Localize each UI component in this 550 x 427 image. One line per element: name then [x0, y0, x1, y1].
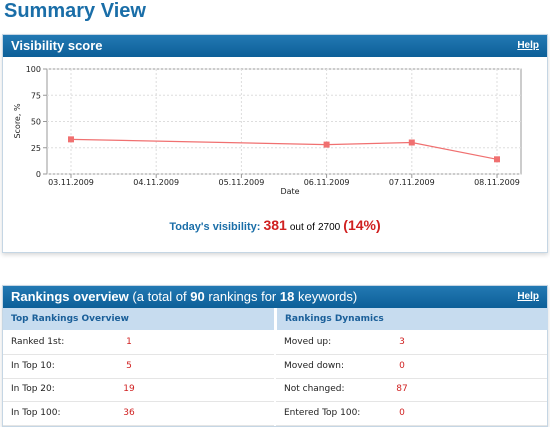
data-point	[408, 139, 415, 146]
table-row: In Top 10: 5	[3, 355, 274, 379]
y-tick-label: 100	[26, 65, 41, 74]
help-link[interactable]: Help	[517, 291, 539, 302]
page-title: Summary View	[4, 0, 146, 22]
row-value: 0	[399, 407, 405, 418]
table-row: In Top 20: 19	[3, 378, 274, 402]
data-point	[68, 136, 74, 143]
x-tick-label: 03.11.2009	[48, 178, 94, 187]
data-point	[494, 156, 500, 163]
x-tick-label: 06.11.2009	[304, 178, 350, 187]
out-of: out of	[289, 222, 315, 233]
summary-mid: rankings for	[208, 289, 277, 304]
today-label: Today's visibility:	[169, 221, 261, 233]
x-axis-label: Date	[280, 187, 299, 196]
help-link[interactable]: Help	[517, 40, 539, 51]
today-visibility: Today's visibility: 381 out of 2700 (14%…	[0, 217, 550, 233]
panel-header: Visibility score Help	[3, 35, 547, 57]
table-row: Moved up: 3	[276, 331, 547, 355]
x-tick-label: 08.11.2009	[474, 178, 520, 187]
row-value: 36	[123, 407, 135, 418]
row-label: In Top 20:	[11, 384, 55, 394]
row-label: Moved up:	[284, 337, 332, 347]
y-tick-label: 50	[31, 118, 41, 127]
x-tick-label: 07.11.2009	[389, 178, 435, 187]
series-line	[70, 138, 498, 160]
table-row: Not changed: 87	[276, 378, 547, 402]
row-value: 1	[126, 337, 132, 347]
x-tick-label: 04.11.2009	[133, 178, 179, 187]
keywords-count: 18	[279, 289, 295, 304]
today-score: 381	[263, 217, 287, 233]
column-title: Rankings Dynamics	[285, 314, 384, 324]
data-point	[323, 141, 330, 148]
summary-pre: (a total of	[132, 289, 187, 304]
rankings-title: Rankings overview	[11, 289, 129, 304]
y-tick-label: 75	[31, 91, 41, 100]
table-row: Entered Top 100: 0	[276, 402, 547, 426]
row-value: 87	[396, 384, 408, 394]
panel-title: Visibility score	[11, 38, 103, 53]
table-row: Moved down: 0	[276, 355, 547, 379]
y-axis-label: Score, %	[13, 103, 22, 138]
row-label: Ranked 1st:	[11, 337, 65, 347]
column-title: Top Rankings Overview	[11, 314, 129, 324]
rankings-panel: Rankings overview (a total of 90 ranking…	[2, 285, 548, 427]
row-label: In Top 100:	[11, 407, 61, 418]
row-value: 0	[399, 360, 405, 371]
total-rankings: 90	[190, 289, 205, 304]
row-value: 19	[123, 384, 135, 394]
row-value: 3	[399, 337, 405, 347]
summary-post: keywords)	[297, 289, 358, 304]
row-label: Moved down:	[284, 360, 345, 371]
row-label: In Top 10:	[11, 360, 55, 371]
column-header: Top Rankings Overview	[3, 308, 274, 330]
today-total: 2700	[317, 222, 341, 233]
y-tick-label: 25	[31, 144, 41, 153]
column-header: Rankings Dynamics	[276, 308, 548, 330]
row-value: 5	[126, 360, 132, 371]
panel-header: Rankings overview (a total of 90 ranking…	[3, 286, 547, 308]
chart: Date Score, % 0 25 50 75 100 03.11.2009 04.11.…	[13, 65, 522, 196]
x-tick-label: 05.11.2009	[218, 178, 264, 187]
row-label: Entered Top 100:	[284, 407, 361, 418]
table-row: Ranked 1st: 1	[3, 331, 274, 355]
today-percent: (14%)	[343, 217, 381, 233]
panel-title: Rankings overview (a total of 90 ranking…	[11, 286, 357, 308]
table-row: In Top 100: 36	[3, 402, 274, 426]
y-tick-label: 0	[36, 170, 41, 179]
row-label: Not changed:	[284, 384, 345, 394]
